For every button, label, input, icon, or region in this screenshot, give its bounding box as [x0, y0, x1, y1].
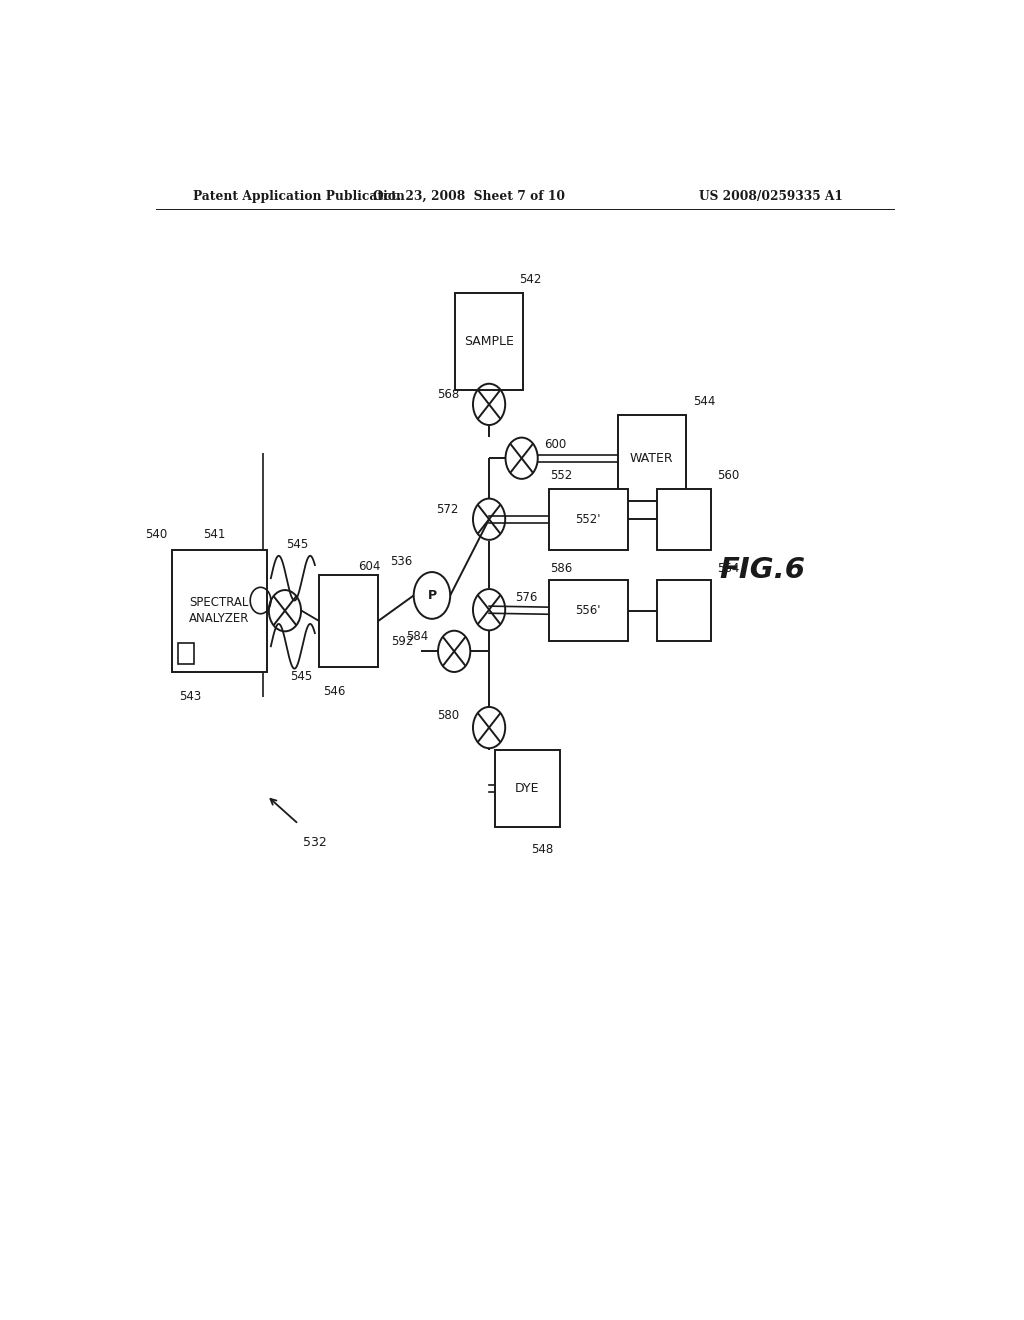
Bar [656, 581, 711, 642]
Text: P: P [427, 589, 436, 602]
Text: 542: 542 [519, 273, 542, 286]
Text: 564: 564 [717, 561, 739, 574]
Text: 544: 544 [693, 395, 716, 408]
Text: 586: 586 [550, 561, 572, 574]
Text: 568: 568 [436, 388, 459, 401]
Text: 540: 540 [145, 528, 168, 541]
Bar [495, 751, 560, 826]
Bar [178, 643, 194, 664]
Text: 546: 546 [323, 685, 345, 698]
Bar [618, 414, 685, 502]
Text: 541: 541 [204, 528, 225, 541]
Text: 548: 548 [531, 843, 553, 855]
Text: US 2008/0259335 A1: US 2008/0259335 A1 [698, 190, 843, 202]
Text: 532: 532 [303, 837, 327, 849]
Text: SAMPLE: SAMPLE [464, 335, 514, 348]
Bar [456, 293, 523, 389]
Text: 592: 592 [391, 635, 414, 648]
Text: 572: 572 [436, 503, 459, 516]
Bar [172, 549, 267, 672]
Text: 552': 552' [575, 512, 601, 525]
Bar [549, 581, 628, 642]
Text: 576: 576 [515, 591, 538, 605]
Text: WATER: WATER [630, 451, 674, 465]
Text: 580: 580 [437, 709, 459, 722]
Text: 552: 552 [550, 469, 572, 482]
Bar [656, 488, 711, 549]
Text: SPECTRAL
ANALYZER: SPECTRAL ANALYZER [189, 597, 250, 626]
Text: 560: 560 [717, 469, 739, 482]
Text: 545: 545 [286, 539, 308, 552]
Text: 556': 556' [575, 605, 601, 618]
Bar [318, 576, 379, 667]
Text: Oct. 23, 2008  Sheet 7 of 10: Oct. 23, 2008 Sheet 7 of 10 [373, 190, 565, 202]
Text: 543: 543 [179, 690, 202, 704]
Text: 584: 584 [406, 630, 428, 643]
Text: 536: 536 [390, 556, 412, 569]
Text: Patent Application Publication: Patent Application Publication [194, 190, 404, 202]
Text: 600: 600 [544, 437, 566, 450]
Bar [549, 488, 628, 549]
Text: 604: 604 [358, 561, 381, 573]
Text: DYE: DYE [515, 781, 540, 795]
Text: 545: 545 [290, 671, 312, 684]
Text: FIG.6: FIG.6 [720, 556, 806, 583]
